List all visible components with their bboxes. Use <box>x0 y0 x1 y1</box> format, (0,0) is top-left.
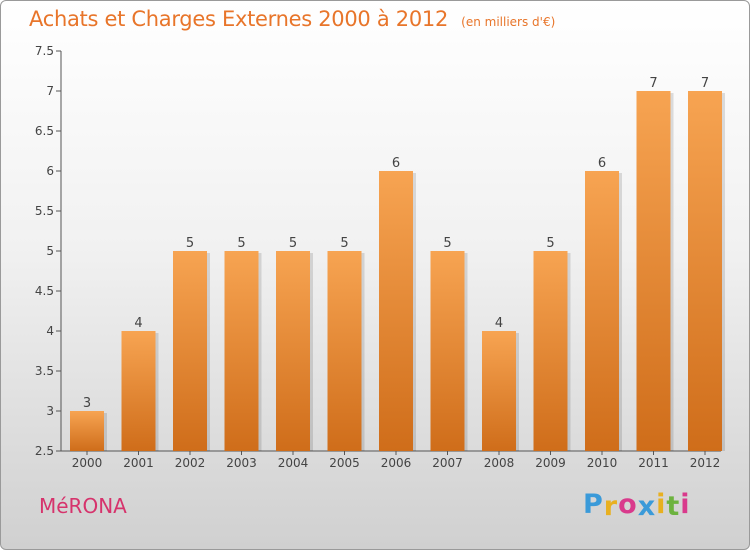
brand-letter: x <box>637 491 657 522</box>
bar <box>482 331 516 451</box>
commune-name: MéRONA <box>39 494 127 518</box>
chart-labels: 3 2000 4 2001 5 2002 5 2003 5 2004 5 2005 6 2006 5 2007… <box>72 76 721 470</box>
y-tick-label: 6.5 <box>35 124 54 138</box>
bar-value-label: 4 <box>134 316 142 331</box>
x-tick-label: 2004 <box>278 456 309 470</box>
bar-value-label: 5 <box>237 236 245 251</box>
bar <box>688 91 722 451</box>
y-tick-label: 4.5 <box>35 284 54 298</box>
proxiti-logo[interactable]: Proxiti <box>583 489 691 522</box>
x-tick-label: 2006 <box>381 456 412 470</box>
brand-letter: o <box>618 489 638 520</box>
bar-value-label: 5 <box>443 236 451 251</box>
bar-value-label: 6 <box>392 156 400 171</box>
bar <box>70 411 104 451</box>
bar <box>430 251 465 451</box>
brand-letter: r <box>603 491 619 522</box>
x-tick-label: 2000 <box>72 456 103 470</box>
bar <box>173 251 207 451</box>
brand-letter: P <box>583 489 604 520</box>
bar <box>636 91 671 451</box>
chart-unit: (en milliers d'€) <box>461 15 556 29</box>
bar <box>121 331 156 451</box>
bar-value-label: 7 <box>649 76 657 91</box>
y-tick-label: 5 <box>46 244 54 258</box>
bar-value-label: 4 <box>495 316 503 331</box>
x-tick-label: 2002 <box>175 456 206 470</box>
bar <box>533 251 568 451</box>
bar <box>276 251 310 451</box>
y-tick-label: 7.5 <box>35 44 54 58</box>
x-tick-label: 2012 <box>690 456 721 470</box>
chart-title: Achats et Charges Externes 2000 à 2012 <box>29 7 449 31</box>
bar-value-label: 5 <box>340 236 348 251</box>
bar <box>224 251 259 451</box>
y-tick-label: 2.5 <box>35 444 54 458</box>
x-tick-label: 2010 <box>587 456 618 470</box>
bar-value-label: 5 <box>289 236 297 251</box>
x-tick-label: 2009 <box>535 456 566 470</box>
x-tick-label: 2007 <box>432 456 463 470</box>
bar <box>585 171 619 451</box>
x-tick-label: 2011 <box>638 456 669 470</box>
x-tick-label: 2001 <box>123 456 154 470</box>
bar <box>327 251 362 451</box>
y-tick-label: 6 <box>46 164 54 178</box>
bar <box>379 171 413 451</box>
bar-value-label: 6 <box>598 156 606 171</box>
bar-value-label: 7 <box>701 76 709 91</box>
x-tick-label: 2003 <box>226 456 257 470</box>
brand-letter: t <box>666 491 681 522</box>
y-tick-label: 3 <box>46 404 54 418</box>
chart-title-block: Achats et Charges Externes 2000 à 2012 (… <box>29 7 555 31</box>
bar-value-label: 3 <box>83 396 91 411</box>
y-tick-label: 4 <box>46 324 54 338</box>
brand-letter: i <box>680 489 691 520</box>
y-tick-label: 7 <box>46 84 54 98</box>
y-tick-label: 3.5 <box>35 364 54 378</box>
x-tick-label: 2008 <box>484 456 515 470</box>
bar-value-label: 5 <box>546 236 554 251</box>
chart-bars <box>70 91 725 451</box>
y-tick-label: 5.5 <box>35 204 54 218</box>
x-tick-label: 2005 <box>329 456 360 470</box>
brand-letter: i <box>656 489 667 520</box>
bar-value-label: 5 <box>186 236 194 251</box>
